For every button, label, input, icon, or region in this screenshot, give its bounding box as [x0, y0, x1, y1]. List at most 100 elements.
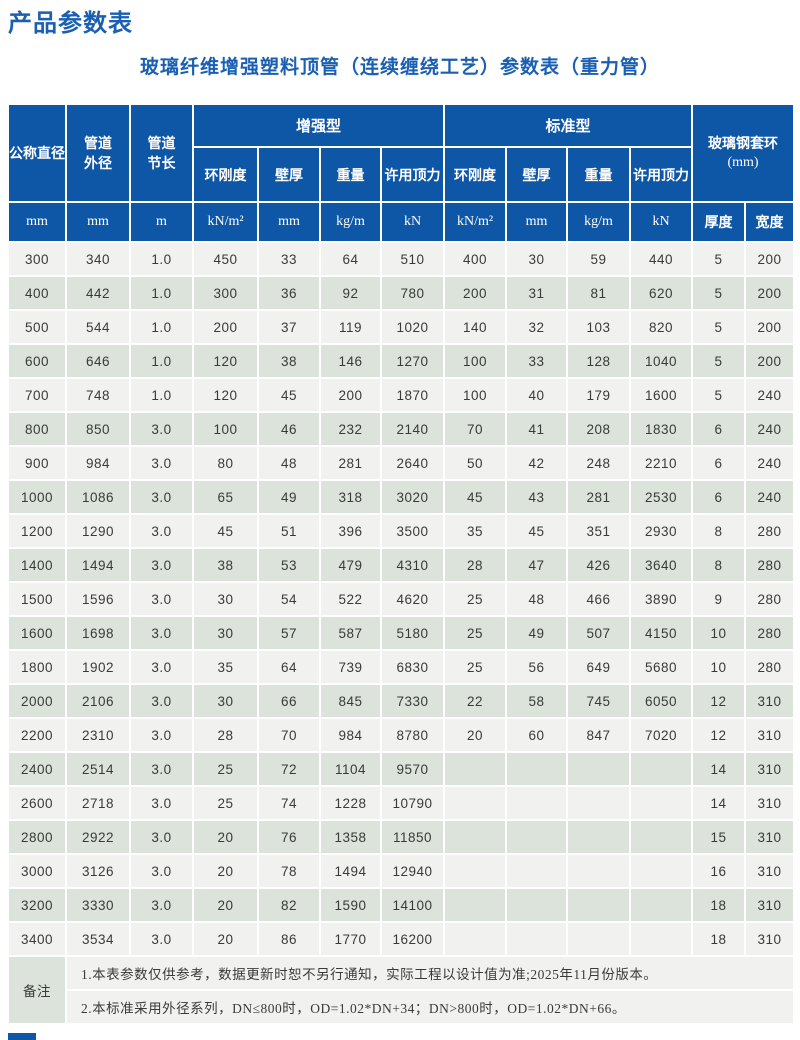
cell: 10790 [379, 785, 446, 821]
cell: 3000 [7, 853, 67, 889]
cell [443, 853, 508, 889]
cell: 281 [319, 445, 382, 481]
cell: 72 [257, 751, 321, 787]
cell: 2140 [379, 411, 446, 447]
header-frp-collar-line2: (mm) [727, 155, 759, 170]
cell: 3.0 [129, 751, 194, 787]
table-row: 500 544 1.0 200 37 119 1020 140 32 103 820 5 200 [7, 309, 796, 345]
cell: 40 [505, 377, 569, 413]
cell: 18 [691, 887, 747, 923]
cell: 20 [192, 921, 259, 957]
cell: 103 [566, 309, 632, 345]
cell: 70 [257, 717, 321, 753]
cell: 179 [566, 377, 632, 413]
table-row: 600 646 1.0 120 38 146 1270 100 33 128 1040 5 200 [7, 343, 796, 379]
cell: 240 [744, 445, 796, 481]
cell: 1200 [7, 513, 67, 549]
unit-cell: kN/m² [192, 201, 259, 243]
cell: 119 [319, 309, 382, 345]
cell: 65 [192, 479, 259, 515]
cell: 820 [629, 309, 694, 345]
cell: 3020 [379, 479, 446, 515]
cell [443, 785, 508, 821]
cell: 18 [691, 921, 747, 957]
cell: 31 [505, 275, 569, 311]
cell: 16 [691, 853, 747, 889]
cell: 140 [443, 309, 508, 345]
cell: 2530 [629, 479, 694, 515]
cell: 200 [744, 309, 796, 345]
cell: 3890 [629, 581, 694, 617]
cell: 1086 [65, 479, 131, 515]
cell: 318 [319, 479, 382, 515]
cell: 2106 [65, 683, 131, 719]
cell: 479 [319, 547, 382, 583]
cell: 3.0 [129, 717, 194, 753]
cell: 81 [566, 275, 632, 311]
cell: 3200 [7, 887, 67, 923]
cell: 3.0 [129, 615, 194, 651]
cell: 2200 [7, 717, 67, 753]
cell: 281 [566, 479, 632, 515]
cell: 1228 [319, 785, 382, 821]
header-ring-stiffness-standard: 环刚度 [443, 146, 508, 203]
cell: 82 [257, 887, 321, 923]
cell: 25 [192, 751, 259, 787]
cell: 50 [443, 445, 508, 481]
cell: 1870 [379, 377, 446, 413]
cell: 280 [744, 615, 796, 651]
cell: 310 [744, 819, 796, 855]
cell: 45 [505, 513, 569, 549]
cell: 70 [443, 411, 508, 447]
cell: 1770 [319, 921, 382, 957]
cell [566, 785, 632, 821]
cell: 240 [744, 479, 796, 515]
cell: 600 [7, 343, 67, 379]
cell: 400 [7, 275, 67, 311]
cell: 507 [566, 615, 632, 651]
table-row: 1500 1596 3.0 30 54 522 4620 25 48 466 3890 9 280 [7, 581, 796, 617]
table-subtitle: 玻璃纤维增强塑料顶管（连续缠绕工艺）参数表（重力管） [139, 57, 660, 78]
cell: 649 [566, 649, 632, 685]
header-outer-diameter-line1: 管道 [84, 134, 112, 151]
cell: 48 [257, 445, 321, 481]
cell: 3400 [7, 921, 67, 957]
cell [443, 751, 508, 787]
cell: 510 [379, 241, 446, 277]
cell: 9 [691, 581, 747, 617]
table-row: 3400 3534 3.0 20 86 1770 16200 18 310 [7, 921, 796, 957]
unit-cell: m [129, 201, 194, 243]
cell: 51 [257, 513, 321, 549]
cell [566, 751, 632, 787]
cell: 64 [319, 241, 382, 277]
cell: 128 [566, 343, 632, 379]
table-row: 1800 1902 3.0 35 64 739 6830 25 56 649 5680 10 280 [7, 649, 796, 685]
cell: 7330 [379, 683, 446, 719]
header-section-length-line1: 管道 [147, 134, 176, 151]
cell: 100 [443, 343, 508, 379]
cell: 5 [691, 275, 747, 311]
header-allowable-jacking-force-reinforced: 许用顶力 [379, 146, 446, 203]
table-row: 1400 1494 3.0 38 53 479 4310 28 47 426 3640 8 280 [7, 547, 796, 583]
table-row: 800 850 3.0 100 46 232 2140 70 41 208 1830 6 240 [7, 411, 796, 447]
cell: 60 [505, 717, 569, 753]
cell: 1020 [379, 309, 446, 345]
cell: 3.0 [129, 887, 194, 923]
cell: 620 [629, 275, 694, 311]
cell: 1596 [65, 581, 131, 617]
cell: 300 [7, 241, 67, 277]
cell: 8 [691, 547, 747, 583]
cell: 1494 [319, 853, 382, 889]
table-row: 1200 1290 3.0 45 51 396 3500 35 45 351 2930 8 280 [7, 513, 796, 549]
cell: 1902 [65, 649, 131, 685]
cell [443, 819, 508, 855]
cell: 2718 [65, 785, 131, 821]
cell: 3534 [65, 921, 131, 957]
cell: 3.0 [129, 479, 194, 515]
cell [505, 887, 569, 923]
cell: 64 [257, 649, 321, 685]
table-row: 2200 2310 3.0 28 70 984 8780 20 60 847 7020 12 310 [7, 717, 796, 753]
cell: 2310 [65, 717, 131, 753]
cell: 15 [691, 819, 747, 855]
cell: 310 [744, 717, 796, 753]
